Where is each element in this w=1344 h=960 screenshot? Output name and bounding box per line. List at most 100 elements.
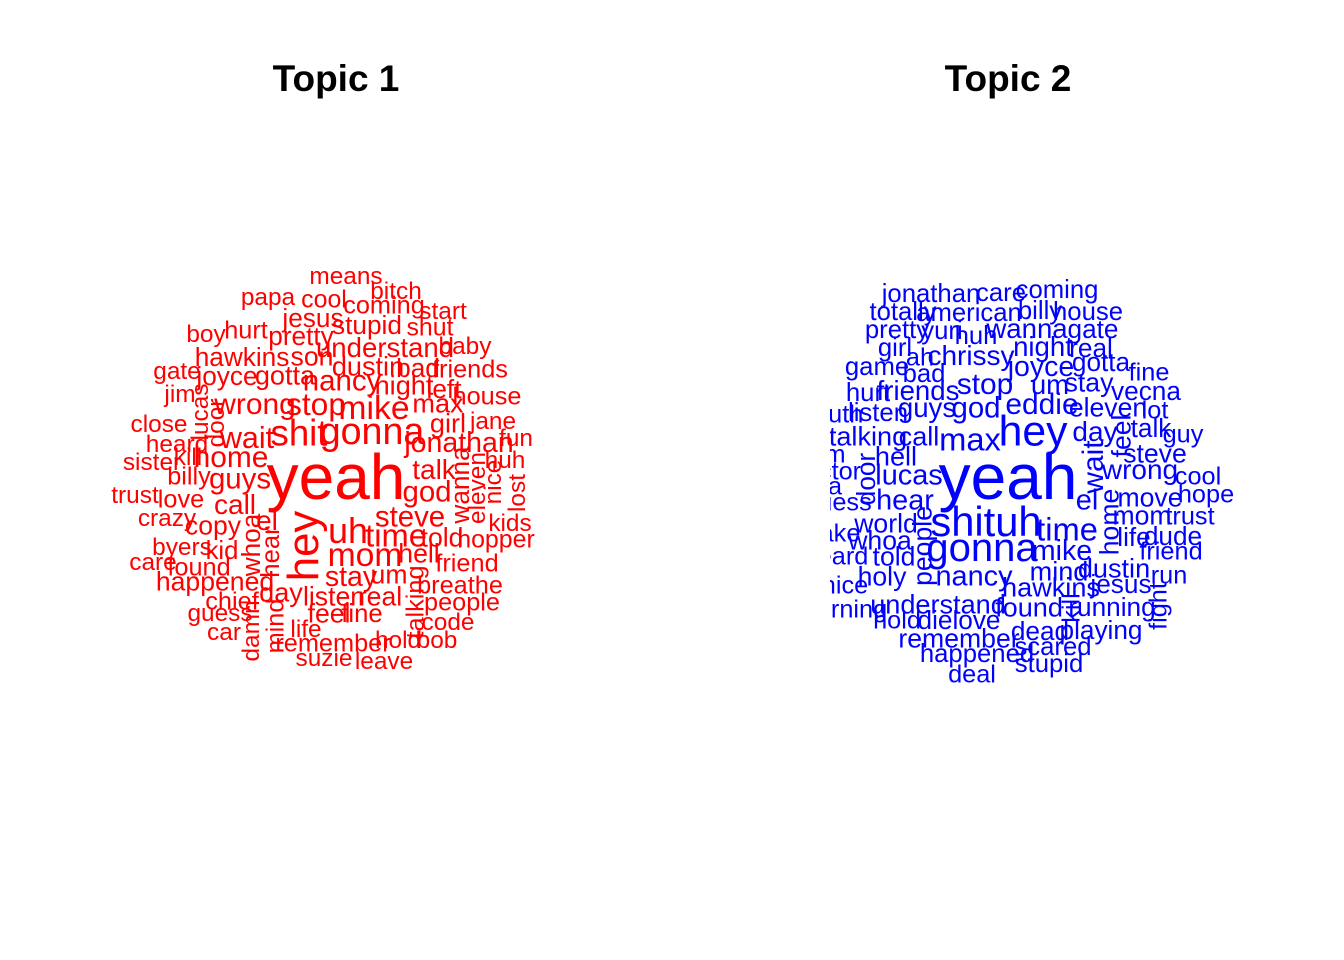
word-girl: girl <box>877 334 913 363</box>
word-stop: stop <box>956 368 1014 402</box>
word-nancy: nancy <box>302 364 382 398</box>
word-day: day <box>259 576 303 608</box>
chart-title: Topic 1 <box>272 58 400 99</box>
word-found: found <box>995 591 1063 623</box>
word-uh: uh <box>328 511 368 552</box>
word-hawkins: hawkins <box>194 341 290 372</box>
word-fine: fine <box>1128 358 1170 387</box>
word-wait: wait <box>219 420 275 455</box>
word-listen: listen <box>302 581 366 612</box>
word-friends: friends <box>432 355 508 384</box>
word-cool: cool <box>1174 462 1222 491</box>
word-um: um <box>1030 369 1070 401</box>
word-pretty: pretty <box>864 316 930 345</box>
word-leave: leave <box>354 647 414 675</box>
word-gonna: gonna <box>926 525 1038 570</box>
word-mike: mike <box>1031 534 1093 567</box>
word-yeah: yeah <box>938 441 1078 513</box>
word-totally: totally <box>869 298 937 327</box>
wordcloud-panel-topic-1: Topic 1 yeah hey gonna shit uh mom mike time sto… <box>111 58 534 675</box>
word-life: life <box>290 615 322 643</box>
word-crazy: crazy <box>137 504 197 532</box>
word-eddie: eddie <box>1005 388 1079 422</box>
word-suzie: suzie <box>295 644 353 672</box>
word-stay: stay <box>1064 367 1114 398</box>
word-real: real <box>1069 332 1113 363</box>
word-close: close <box>130 410 188 438</box>
word-god: god <box>951 391 1001 425</box>
word-breathe: breathe <box>417 571 503 600</box>
word-bob: bob <box>416 626 458 654</box>
word-lot: lot <box>1141 396 1169 425</box>
word-gate: gate <box>1067 313 1119 344</box>
word-people: people <box>907 506 938 586</box>
word-bitch: bitch <box>370 277 422 305</box>
word-hold: hold <box>873 606 921 635</box>
word-vecna: vecna <box>1111 375 1181 406</box>
word-joyce: joyce <box>1007 350 1075 383</box>
word-dead: dead <box>1010 615 1070 646</box>
word-wrong: wrong <box>1101 454 1179 485</box>
word-night: night <box>374 369 434 401</box>
word-lost: lost <box>503 474 531 512</box>
word-coming: coming <box>343 291 425 320</box>
word-jonathan: jonathan <box>881 280 981 309</box>
word-steve: steve <box>374 500 446 534</box>
word-stay: stay <box>324 560 378 593</box>
word-lucas: lucas <box>875 459 943 492</box>
word-listen: listen <box>848 399 908 428</box>
word-dielove: dielove <box>917 604 1001 635</box>
word-baby: baby <box>438 332 492 360</box>
word-happened: happened <box>155 566 275 597</box>
word-jane: jane <box>469 407 517 435</box>
word-el: el <box>1075 484 1099 517</box>
word-remember: remember <box>898 623 1020 654</box>
word-yuri: yuri <box>921 317 963 346</box>
word-huh: huh <box>484 446 526 474</box>
word-m: m <box>830 440 846 469</box>
word-talk: talk <box>1130 412 1172 443</box>
word-dude: dude <box>1143 520 1203 551</box>
word-papa: papa <box>240 283 296 311</box>
word-wanna: wanna <box>986 313 1068 345</box>
word-found: found <box>167 553 231 582</box>
word-ah: ah <box>905 343 935 372</box>
word-run: run <box>1150 561 1188 590</box>
word-el: el <box>256 505 278 536</box>
word-gotta: gotta <box>254 359 316 391</box>
word-hurt: hurt <box>224 316 268 345</box>
word-chief: chief <box>205 587 259 616</box>
word-stupid: stupid <box>332 309 402 340</box>
word-friends: friends <box>876 375 960 407</box>
word-steve: steve <box>1123 438 1187 469</box>
word-talk: talk <box>412 454 456 485</box>
word-hear: hear <box>876 484 934 517</box>
word-ctor: ctor <box>830 457 862 486</box>
word-call: call <box>213 489 257 520</box>
word-max: max <box>412 387 464 419</box>
word-feel: feel <box>307 598 351 629</box>
word-deal: deal <box>948 660 996 689</box>
word-fight: fight <box>1144 582 1173 630</box>
wordcloud-panel-topic-2: Topic 2 yeah hey shituh gonna max time wait edd… <box>672 0 1344 960</box>
word-hawkins: hawkins <box>1002 571 1100 603</box>
word-hell: hell <box>874 440 918 472</box>
word-girl: girl <box>429 407 467 439</box>
word-door: door <box>202 398 230 448</box>
word-understand: understand <box>315 332 455 364</box>
word-car: car <box>207 618 241 646</box>
word-gotta: gotta <box>1071 346 1131 377</box>
word-mom: mom <box>1112 500 1172 531</box>
word-mom: mom <box>327 536 403 575</box>
word-running: running <box>1068 591 1156 622</box>
chart-title: Topic 2 <box>944 58 1072 99</box>
word-billy: billy <box>1017 297 1063 326</box>
word-kid: kid <box>205 537 239 566</box>
word-copy: copy <box>184 510 242 541</box>
word-trust: trust <box>1165 502 1215 531</box>
word-gonna: gonna <box>319 410 425 453</box>
word-uess: uess <box>830 488 872 517</box>
word-hope: hope <box>1177 480 1235 509</box>
word-whoa: whoa <box>848 525 912 556</box>
word-life: life <box>1117 521 1151 552</box>
